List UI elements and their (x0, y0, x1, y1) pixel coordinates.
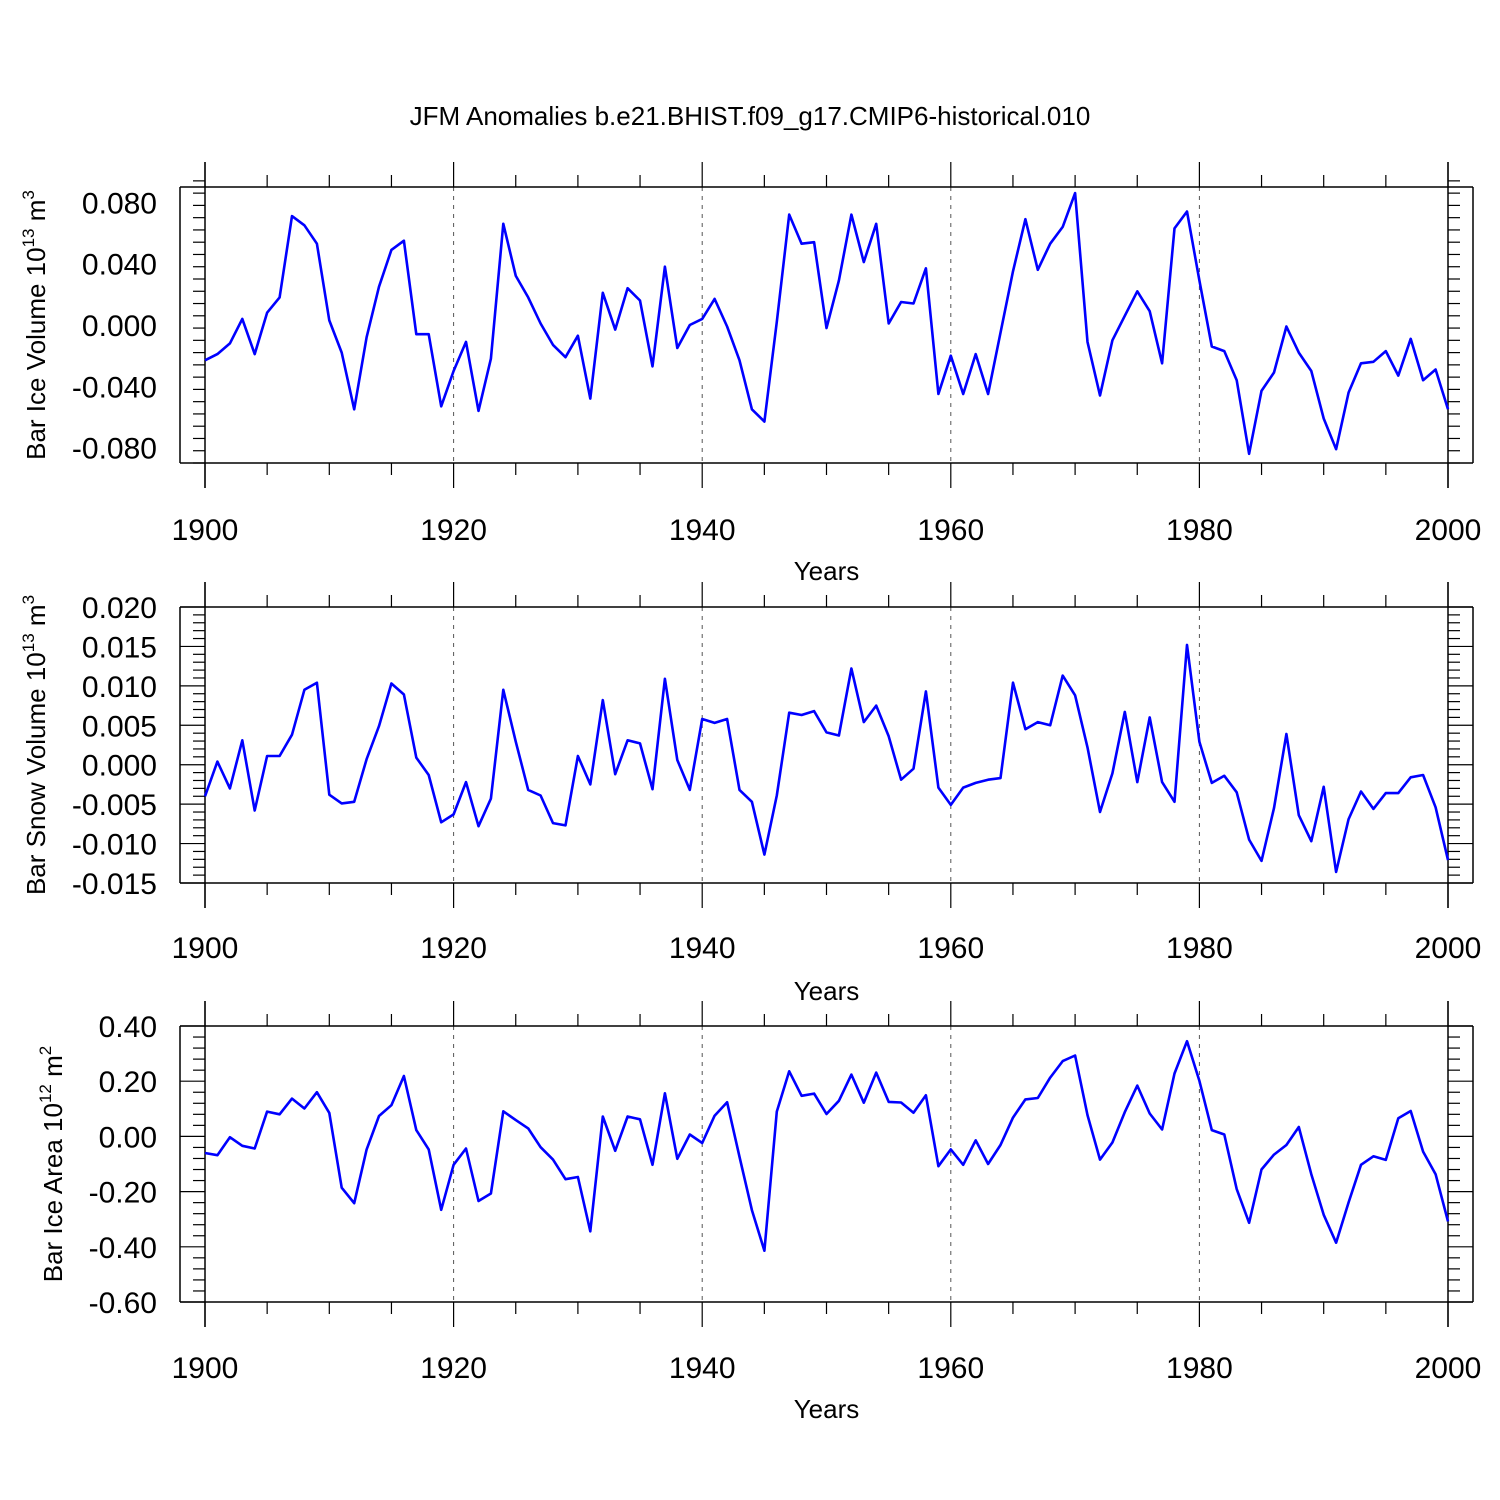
x-tick-label: 1920 (420, 1352, 487, 1385)
x-tick-label: 2000 (1415, 514, 1482, 547)
x-axis-title: Years (794, 976, 860, 1006)
chart-panels: 1900 1920 1940 1960 1980 2000 -0.080 -0.040 0.00… (19, 162, 1481, 1424)
x-tick-label: 1920 (420, 514, 487, 547)
x-tick-label: 1960 (917, 514, 984, 547)
y-tick-label: 0.20 (99, 1066, 157, 1099)
y-tick-label: -0.040 (72, 371, 157, 404)
panel-3: 1900 1920 1940 1960 1980 2000 -0.60 -0.40 -0.20 0… (36, 1001, 1481, 1424)
y-tick-label: 0.010 (82, 671, 157, 704)
y-tick-label: 0.000 (82, 750, 157, 783)
y-tick-label: -0.60 (89, 1287, 157, 1320)
y-tick-label: 0.40 (99, 1011, 157, 1044)
x-tick-label: 1980 (1166, 514, 1233, 547)
x-tick-label: 1900 (172, 1352, 239, 1385)
panel-1: 1900 1920 1940 1960 1980 2000 -0.080 -0.040 0.00… (19, 162, 1481, 586)
series-line (204, 191, 1450, 456)
y-tick-label: 0.000 (82, 310, 157, 343)
y-tick-label: 0.005 (82, 710, 157, 743)
x-tick-label: 1980 (1166, 932, 1233, 965)
y-axis-title: Bar Snow Volume 1013 m3 (19, 595, 51, 895)
chart-title: JFM Anomalies b.e21.BHIST.f09_g17.CMIP6-… (410, 101, 1091, 131)
x-tick-label: 2000 (1415, 932, 1482, 965)
y-axis-title: Bar Ice Volume 1013 m3 (19, 190, 51, 460)
x-tick-label: 1940 (669, 932, 736, 965)
y-tick-label: -0.40 (89, 1232, 157, 1265)
x-axis-title: Years (794, 1394, 860, 1424)
x-tick-label: 1900 (172, 932, 239, 965)
y-tick-label: -0.010 (72, 829, 157, 862)
x-tick-label: 1960 (917, 932, 984, 965)
y-tick-label: -0.015 (72, 868, 157, 901)
x-tick-label: 1980 (1166, 1352, 1233, 1385)
x-tick-label: 1960 (917, 1352, 984, 1385)
y-tick-label: -0.005 (72, 789, 157, 822)
series-line (203, 643, 1450, 874)
series-line (204, 1039, 1450, 1252)
y-tick-label: -0.080 (72, 433, 157, 466)
x-tick-label: 1940 (669, 514, 736, 547)
y-tick-label: 0.080 (82, 187, 157, 220)
x-axis-title: Years (794, 556, 860, 586)
y-tick-label: 0.040 (82, 249, 157, 282)
panel-2: 1900 1920 1940 1960 1980 2000 -0.015 -0.010 -0.0… (19, 582, 1481, 1006)
x-tick-label: 2000 (1415, 1352, 1482, 1385)
y-tick-label: 0.020 (82, 592, 157, 625)
x-tick-label: 1900 (172, 514, 239, 547)
x-tick-label: 1920 (420, 932, 487, 965)
y-axis-title: Bar Ice Area 1012 m2 (36, 1046, 68, 1283)
x-tick-label: 1940 (669, 1352, 736, 1385)
y-tick-label: 0.015 (82, 631, 157, 664)
y-tick-label: 0.00 (99, 1121, 157, 1154)
y-tick-label: -0.20 (89, 1177, 157, 1210)
